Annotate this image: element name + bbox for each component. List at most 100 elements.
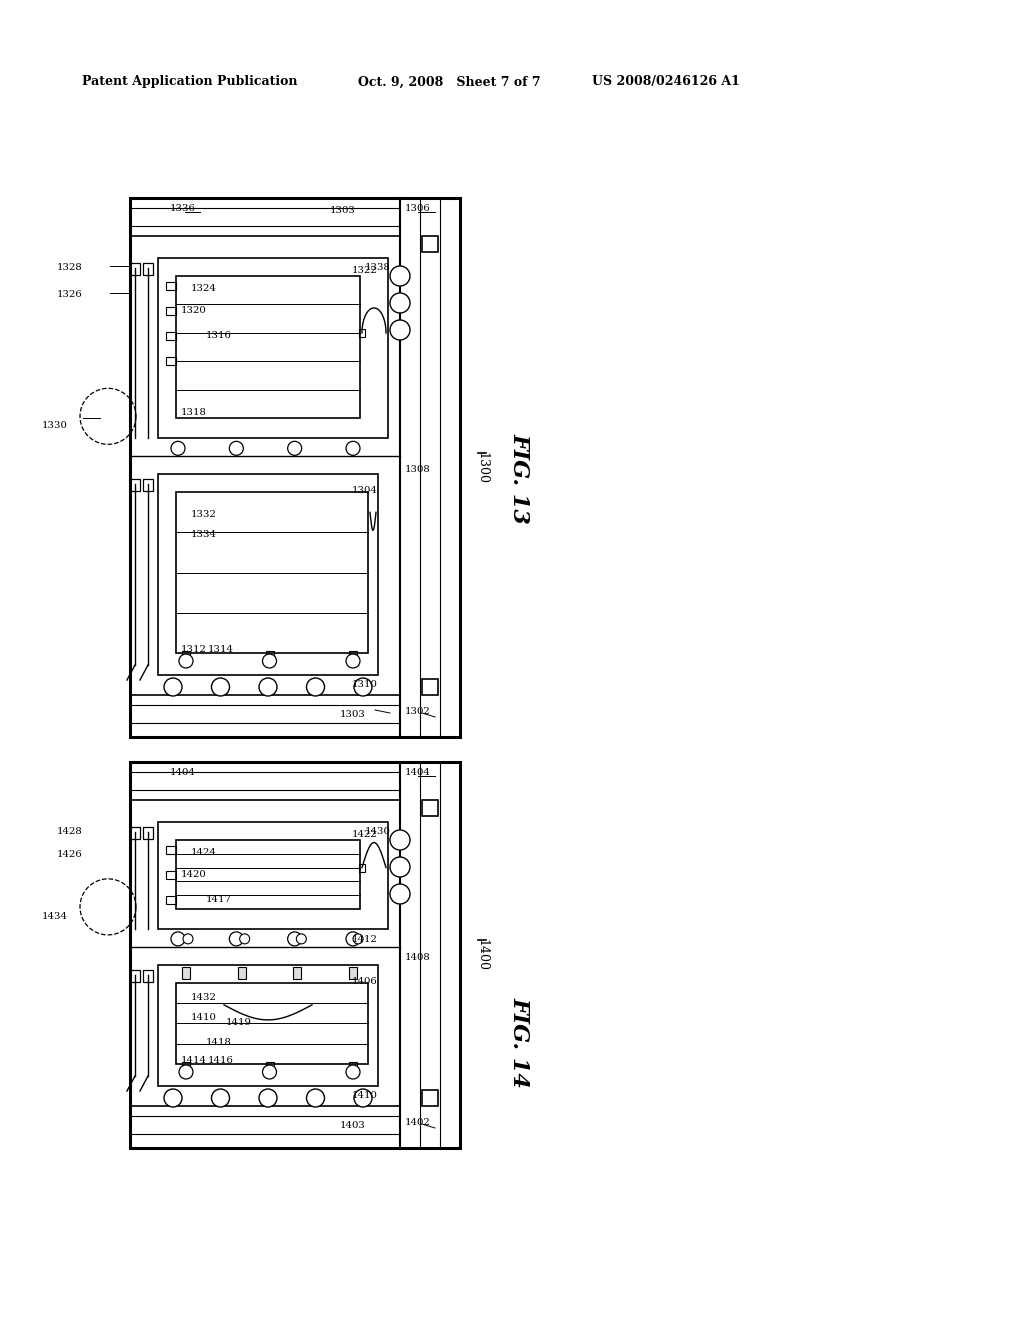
Text: 1404: 1404 xyxy=(170,768,196,777)
Circle shape xyxy=(183,933,193,944)
Bar xyxy=(166,308,176,315)
Bar xyxy=(265,1063,273,1071)
Text: 1302: 1302 xyxy=(406,708,431,715)
Text: 1426: 1426 xyxy=(56,850,82,859)
Text: 1303: 1303 xyxy=(330,206,356,215)
Circle shape xyxy=(171,932,185,946)
Text: 1430: 1430 xyxy=(365,828,391,836)
Circle shape xyxy=(229,932,244,946)
Text: 1324: 1324 xyxy=(191,284,217,293)
Text: 1400: 1400 xyxy=(475,939,488,972)
Circle shape xyxy=(306,1089,325,1107)
Text: FIG. 14: FIG. 14 xyxy=(509,997,531,1088)
Circle shape xyxy=(296,933,306,944)
Bar xyxy=(130,198,460,737)
Bar xyxy=(422,236,438,252)
Text: 1408: 1408 xyxy=(406,953,431,962)
Text: 1336: 1336 xyxy=(170,205,196,213)
Bar xyxy=(158,965,378,1086)
Bar xyxy=(130,762,460,1148)
Circle shape xyxy=(390,884,410,904)
Circle shape xyxy=(346,653,360,668)
Text: 1332: 1332 xyxy=(191,511,217,519)
Bar xyxy=(238,966,246,979)
Circle shape xyxy=(390,293,410,313)
Circle shape xyxy=(164,678,182,696)
Text: 1422: 1422 xyxy=(352,830,378,840)
Text: FIG. 13: FIG. 13 xyxy=(509,433,531,524)
Bar xyxy=(166,871,176,879)
Bar xyxy=(158,257,388,438)
Bar xyxy=(158,822,388,929)
Bar xyxy=(143,479,153,491)
Text: 1402: 1402 xyxy=(406,1118,431,1127)
Text: 1403: 1403 xyxy=(340,1121,366,1130)
Bar xyxy=(130,828,140,840)
Text: 1338: 1338 xyxy=(365,263,391,272)
Bar xyxy=(130,762,400,800)
Circle shape xyxy=(390,857,410,876)
Circle shape xyxy=(212,1089,229,1107)
Circle shape xyxy=(346,441,360,455)
Text: 1428: 1428 xyxy=(56,828,82,836)
Text: 1308: 1308 xyxy=(406,466,431,474)
Circle shape xyxy=(229,441,244,455)
Text: 1404: 1404 xyxy=(406,768,431,777)
Circle shape xyxy=(240,933,250,944)
Text: 1410: 1410 xyxy=(352,1092,378,1100)
Bar xyxy=(130,479,140,491)
Text: 1316: 1316 xyxy=(206,331,231,341)
Bar xyxy=(143,263,153,275)
Bar xyxy=(143,828,153,840)
Circle shape xyxy=(346,932,360,946)
Text: 1410: 1410 xyxy=(191,1012,217,1022)
Bar xyxy=(293,966,301,979)
Bar xyxy=(166,333,176,341)
Bar xyxy=(176,983,368,1064)
Text: 1330: 1330 xyxy=(42,421,68,430)
Bar xyxy=(166,896,176,904)
Bar xyxy=(166,356,176,366)
Text: 1419: 1419 xyxy=(226,1018,252,1027)
Bar xyxy=(143,970,153,982)
Bar xyxy=(166,846,176,854)
Circle shape xyxy=(259,678,278,696)
Circle shape xyxy=(288,441,302,455)
Text: 1416: 1416 xyxy=(208,1056,233,1065)
Text: 1312: 1312 xyxy=(181,645,207,653)
Circle shape xyxy=(354,678,372,696)
Text: Oct. 9, 2008   Sheet 7 of 7: Oct. 9, 2008 Sheet 7 of 7 xyxy=(358,75,541,88)
Circle shape xyxy=(179,1065,193,1078)
Circle shape xyxy=(346,1065,360,1078)
Text: Patent Application Publication: Patent Application Publication xyxy=(82,75,298,88)
Circle shape xyxy=(164,1089,182,1107)
Bar xyxy=(359,863,365,871)
Circle shape xyxy=(262,1065,276,1078)
Circle shape xyxy=(390,830,410,850)
Bar xyxy=(130,970,140,982)
Bar xyxy=(422,678,438,696)
Text: 1328: 1328 xyxy=(56,263,82,272)
Text: 1310: 1310 xyxy=(352,680,378,689)
Text: 1417: 1417 xyxy=(206,895,232,904)
Bar xyxy=(422,800,438,816)
Bar xyxy=(349,651,357,659)
Text: US 2008/0246126 A1: US 2008/0246126 A1 xyxy=(592,75,740,88)
Text: 1303: 1303 xyxy=(340,710,366,719)
Text: 1306: 1306 xyxy=(406,205,431,213)
Text: 1412: 1412 xyxy=(352,935,378,944)
Text: 1304: 1304 xyxy=(352,486,378,495)
Bar xyxy=(349,1063,357,1071)
Bar xyxy=(130,1106,400,1148)
Text: 1326: 1326 xyxy=(56,290,82,300)
Circle shape xyxy=(354,1089,372,1107)
Text: 1434: 1434 xyxy=(42,912,68,921)
Bar xyxy=(182,1063,190,1071)
Circle shape xyxy=(262,653,276,668)
Circle shape xyxy=(212,678,229,696)
Circle shape xyxy=(353,933,362,944)
Text: 1424: 1424 xyxy=(191,847,217,857)
Text: 1320: 1320 xyxy=(181,306,207,315)
Circle shape xyxy=(288,932,302,946)
Bar xyxy=(349,966,357,979)
